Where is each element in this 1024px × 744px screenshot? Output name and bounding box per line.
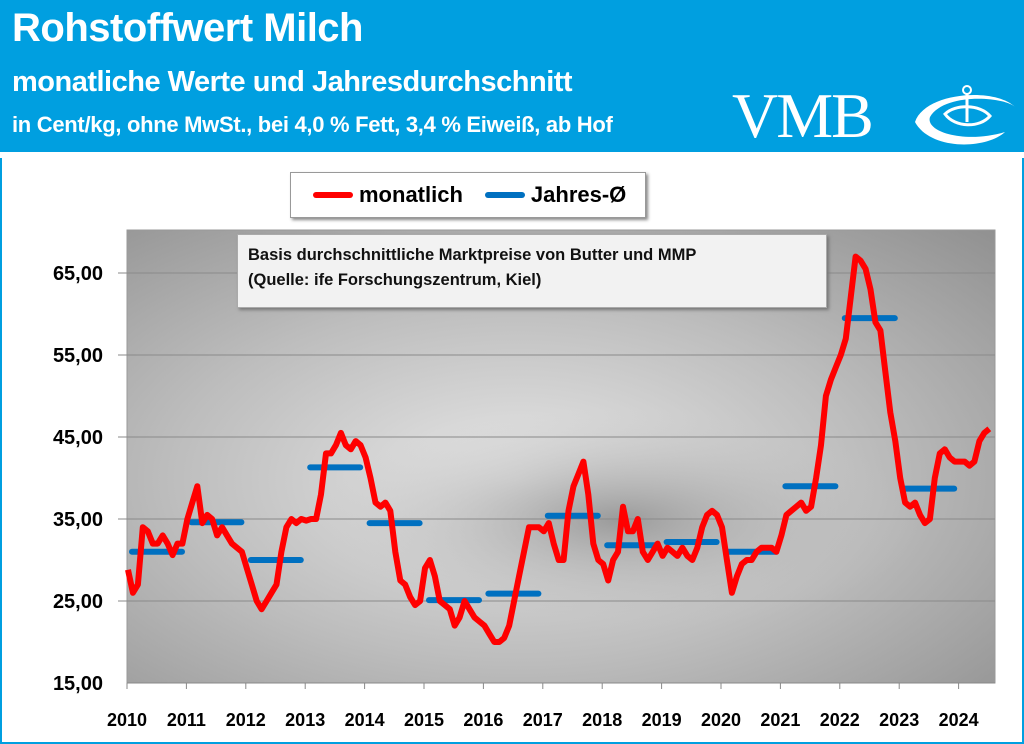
x-tick-label: 2019	[642, 710, 682, 730]
chart-title: Rohstoffwert Milch	[12, 6, 363, 50]
x-tick-label: 2024	[939, 710, 979, 730]
y-tick-label: 55,00	[53, 345, 103, 367]
source-annotation: Basis durchschnittliche Marktpreise von …	[237, 234, 827, 308]
legend-label-jahres: Jahres-Ø	[530, 182, 627, 207]
x-tick-label: 2011	[167, 710, 206, 730]
legend-label-monatlich: monatlich	[359, 182, 463, 207]
y-tick-label: 15,00	[53, 673, 103, 695]
unit-note: in Cent/kg, ohne MwSt., bei 4,0 % Fett, …	[12, 112, 613, 137]
header: Rohstoffwert Milch monatliche Werte und …	[0, 0, 1024, 152]
vmb-logo-mark-icon	[915, 85, 1015, 145]
legend: monatlich Jahres-Ø	[290, 172, 646, 218]
annotation-line-2: (Quelle: ife Forschungszentrum, Kiel)	[248, 271, 542, 289]
header-separator	[0, 152, 1024, 158]
x-tick-label: 2015	[404, 710, 444, 730]
x-tick-label: 2020	[701, 710, 741, 730]
x-tick-label: 2014	[345, 710, 385, 730]
x-tick-label: 2010	[107, 710, 147, 730]
x-tick-label: 2013	[285, 710, 325, 730]
x-tick-label: 2018	[582, 710, 622, 730]
y-tick-label: 65,00	[53, 263, 103, 285]
x-tick-label: 2023	[879, 710, 919, 730]
y-tick-label: 25,00	[53, 591, 103, 613]
legend-swatch-jahres	[484, 192, 525, 198]
x-tick-label: 2017	[523, 710, 563, 730]
x-tick-label: 2012	[226, 710, 266, 730]
annotation-line-1: Basis durchschnittliche Marktpreise von …	[248, 246, 697, 264]
x-tick-label: 2022	[820, 710, 860, 730]
legend-swatch-monatlich	[313, 192, 353, 198]
x-tick-label: 2021	[760, 710, 800, 730]
series-monatlich-line	[125, 253, 992, 645]
x-tick-label: 2016	[463, 710, 503, 730]
vmb-logo: VMB	[732, 80, 874, 151]
y-tick-label: 35,00	[53, 509, 103, 531]
chart-subtitle: monatliche Werte und Jahresdurchschnitt	[12, 66, 573, 98]
y-tick-label: 45,00	[53, 427, 103, 449]
